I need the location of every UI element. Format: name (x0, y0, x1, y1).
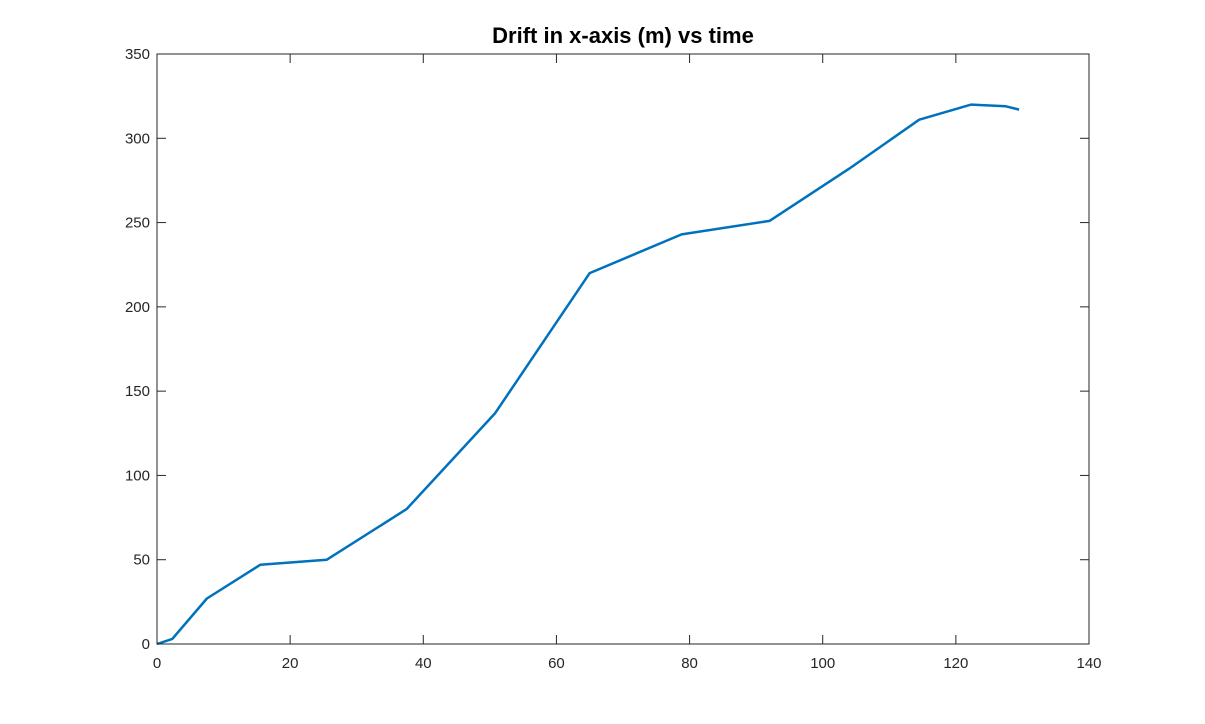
x-tick-label: 140 (1076, 655, 1101, 672)
x-tick-label: 80 (681, 655, 698, 672)
y-tick-label: 0 (142, 636, 150, 653)
x-tick-label: 120 (943, 655, 968, 672)
axes-box (156, 53, 1090, 645)
x-tick-label: 40 (415, 655, 432, 672)
x-axis-tick-labels: 0 20 40 60 80 100 120 140 (153, 655, 1102, 672)
series-group (156, 103, 1020, 646)
x-tick-label: 0 (153, 655, 161, 672)
x-tick-label: 100 (810, 655, 835, 672)
x-tick-label: 60 (548, 655, 565, 672)
series-line-0 (156, 103, 1020, 646)
chart-title: Drift in x-axis (m) vs time (492, 23, 754, 48)
y-tick-label: 50 (133, 552, 150, 569)
plot-area (157, 54, 1089, 644)
y-tick-label: 250 (125, 215, 150, 232)
y-tick-label: 300 (125, 130, 150, 147)
y-tick-label: 350 (125, 46, 150, 63)
y-tick-label: 200 (125, 299, 150, 316)
y-tick-label: 100 (125, 467, 150, 484)
y-tick-label: 150 (125, 383, 150, 400)
y-axis-tick-labels: 0 50 100 150 200 250 300 350 (125, 46, 150, 653)
x-tick-label: 20 (282, 655, 299, 672)
